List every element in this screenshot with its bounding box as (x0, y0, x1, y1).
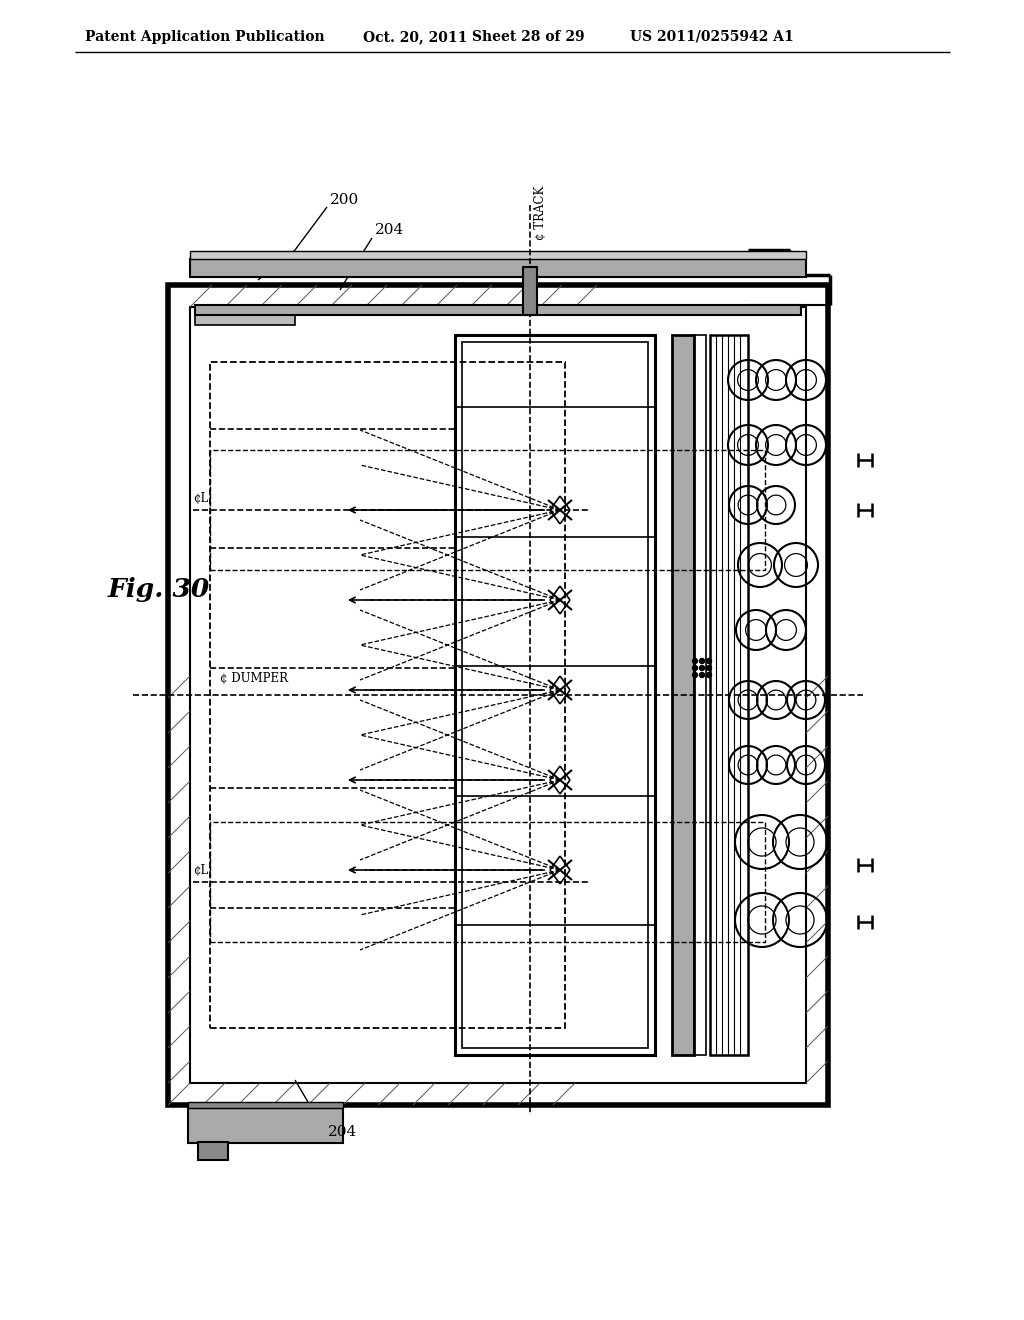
Bar (694, 335, 706, 1055)
Circle shape (707, 672, 712, 677)
Circle shape (699, 659, 705, 664)
Bar (210, 822, 765, 942)
Circle shape (699, 672, 705, 677)
Bar (190, 259, 806, 277)
Bar (195, 309, 295, 325)
Text: ¢ TRACK: ¢ TRACK (534, 186, 547, 240)
Bar (210, 450, 765, 570)
Bar (198, 1142, 228, 1160)
Bar (523, 267, 537, 315)
Circle shape (707, 665, 712, 671)
Bar (188, 1102, 343, 1107)
Bar (188, 1107, 343, 1143)
Bar (168, 285, 828, 1105)
Text: Patent Application Publication: Patent Application Publication (85, 30, 325, 44)
Text: ¢L: ¢L (193, 492, 208, 506)
Text: Sheet 28 of 29: Sheet 28 of 29 (472, 30, 585, 44)
Circle shape (699, 665, 705, 671)
Text: ¢L: ¢L (193, 865, 208, 876)
Bar (210, 362, 565, 1028)
Text: 204: 204 (375, 223, 404, 238)
Circle shape (692, 665, 697, 671)
Text: 200: 200 (330, 193, 359, 207)
Text: 204: 204 (328, 1125, 357, 1139)
Bar (195, 305, 801, 315)
Text: US 2011/0255942 A1: US 2011/0255942 A1 (630, 30, 794, 44)
Bar (462, 342, 648, 1048)
Circle shape (707, 659, 712, 664)
Bar (190, 308, 806, 1082)
Text: ¢ DUMPER: ¢ DUMPER (220, 672, 288, 685)
Text: Fig. 30: Fig. 30 (108, 578, 210, 602)
Bar (710, 335, 748, 1055)
Bar (190, 251, 806, 259)
Circle shape (692, 672, 697, 677)
Text: Oct. 20, 2011: Oct. 20, 2011 (362, 30, 467, 44)
Circle shape (692, 659, 697, 664)
Bar (455, 335, 655, 1055)
Bar (672, 335, 694, 1055)
